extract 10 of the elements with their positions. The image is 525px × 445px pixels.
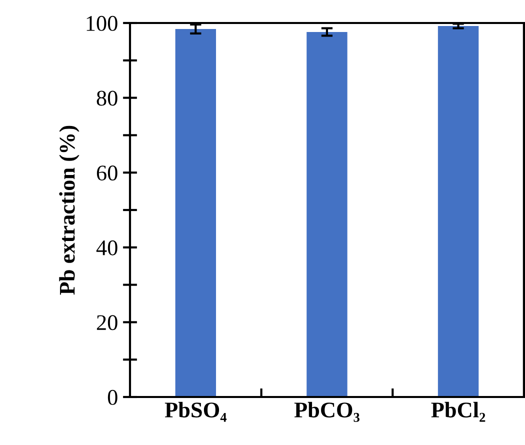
x-tick-label: PbSO₄ — [164, 402, 227, 422]
y-axis-title: Pb extraction (%) — [59, 126, 80, 295]
y-tick-label: 0 — [108, 390, 118, 405]
y-tick-label: 100 — [86, 16, 118, 31]
x-tick-label: PbCl₂ — [431, 402, 486, 422]
y-tick-label: 40 — [96, 240, 118, 256]
y-tick-label: 80 — [96, 90, 118, 106]
y-tick-label: 60 — [96, 166, 118, 181]
y-tick-label: 20 — [96, 315, 118, 330]
x-tick-label: PbCO₃ — [294, 402, 360, 422]
